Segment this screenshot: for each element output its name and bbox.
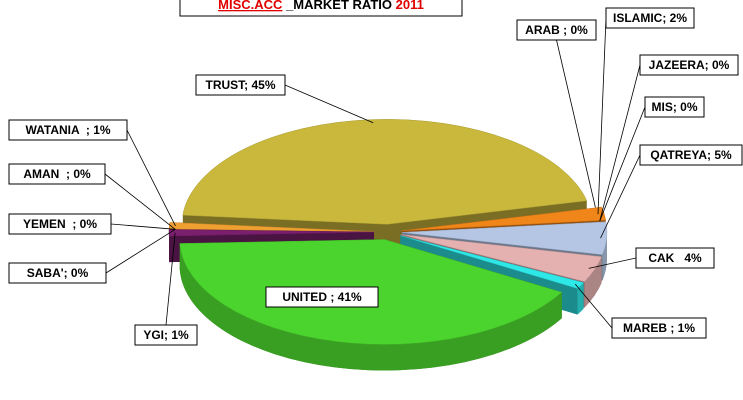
slice [401,234,602,282]
label-box [635,247,715,269]
leader-line [588,257,637,269]
slice-side [179,243,562,371]
data-label: WATANIA ; 1% [25,123,110,137]
label-box [265,286,379,308]
title-part: MISC.ACC [218,0,283,12]
leader-line [126,129,176,227]
data-label: JAZEERA; 0% [649,58,730,72]
label-box [8,163,106,185]
leader-line [165,232,176,326]
label-box [611,317,707,339]
data-label: YGI; 1% [143,328,189,342]
data-label: MIS; 0% [651,100,697,114]
leader-line [599,64,641,222]
data-label: TRUST; 45% [205,78,275,92]
data-label: AMAN ; 0% [23,167,91,181]
data-label: ISLAMIC; 2% [613,11,687,25]
label-box [605,7,695,29]
data-label: UNITED ; 41% [282,290,362,304]
slice-side [584,256,602,308]
data-label: MAREB ; 1% [623,321,695,335]
slice [400,235,585,289]
leader-line [600,154,641,239]
slice-side [577,282,584,315]
data-label: SABA'; 0% [27,266,89,280]
label-box [516,19,597,41]
label-box [134,324,198,346]
leader-line [110,223,176,230]
data-label: YEMEN ; 0% [23,217,97,231]
data-label: CAK 4% [648,251,702,265]
label-box [8,119,128,141]
data-label: QATREYA; 5% [650,148,732,162]
data-label: ARAB ; 0% [525,23,588,37]
label-box [195,74,286,96]
label-box [8,262,107,284]
leader-line [599,106,646,222]
pie [168,119,608,371]
title-part: 2011 [396,0,424,12]
label-box [8,213,112,235]
chart-title: MISC.ACC _MARKET RATIO 2011 [218,0,424,12]
leader-line [556,39,596,208]
leader-line [104,173,176,230]
label-box [639,144,743,166]
slice [401,221,608,255]
title-part: _MARKET RATIO [285,0,392,12]
slice [182,119,588,225]
label-box [644,96,705,118]
title-box [179,0,463,17]
leader-line [105,228,176,274]
slice [401,206,607,231]
leader-line [597,17,607,215]
label-box [639,54,739,76]
leader-line [574,283,613,329]
leader-line [284,84,374,124]
